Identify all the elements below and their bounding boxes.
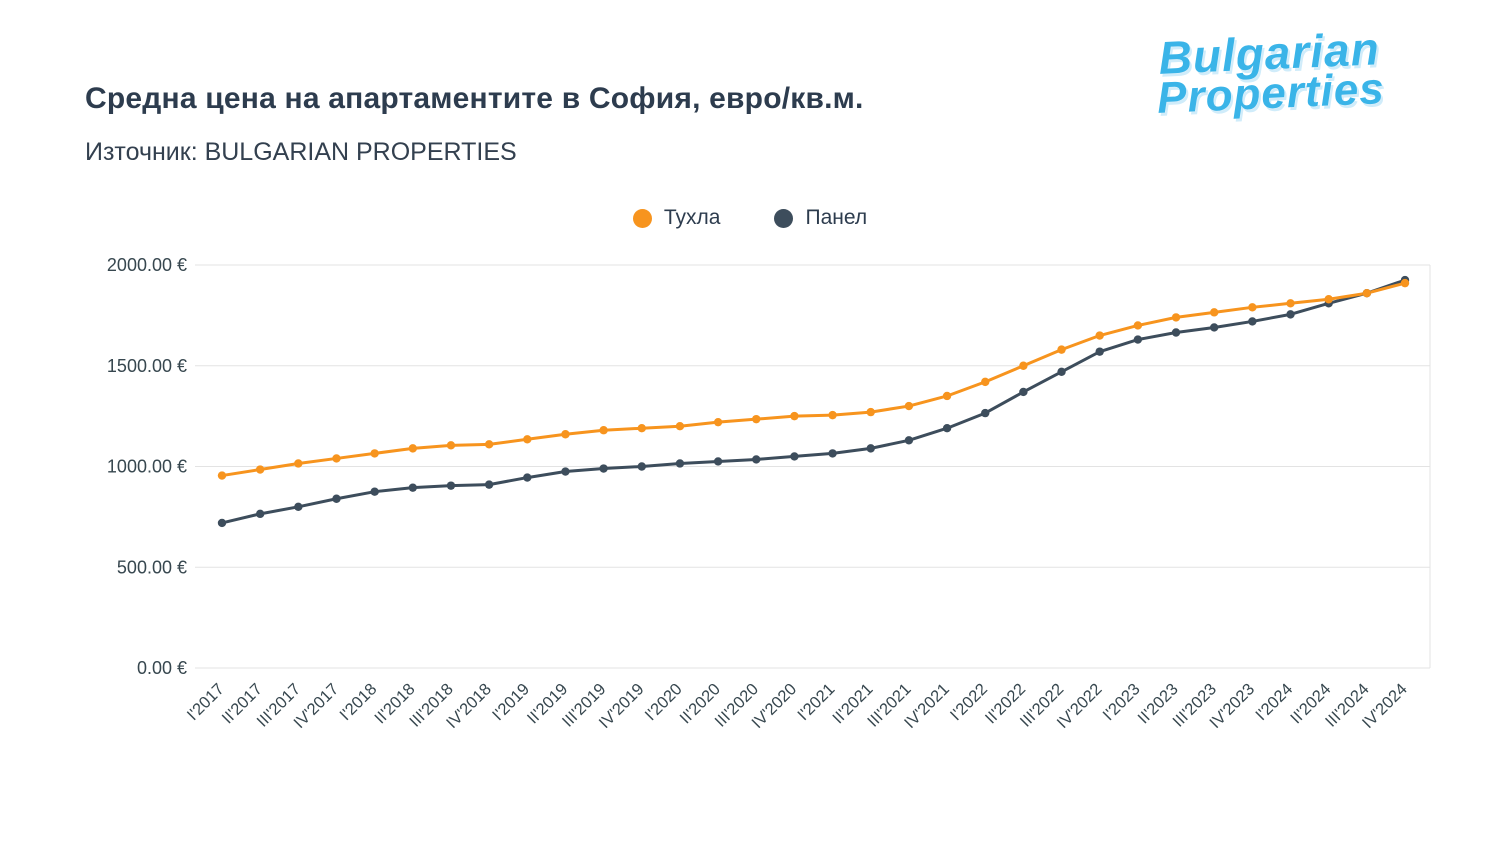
tuhla-data-point[interactable] bbox=[1019, 361, 1028, 370]
chart-legend: Тухла Панел bbox=[0, 206, 1500, 230]
tuhla-data-point[interactable] bbox=[1171, 313, 1181, 322]
panel-data-point[interactable] bbox=[255, 509, 265, 519]
tuhla-data-point[interactable] bbox=[752, 414, 761, 424]
panel-data-point[interactable] bbox=[1133, 335, 1143, 344]
panel-data-point[interactable] bbox=[561, 467, 570, 476]
panel-data-point[interactable] bbox=[904, 436, 914, 445]
tuhla-data-point[interactable] bbox=[484, 440, 494, 449]
panel-data-point[interactable] bbox=[446, 481, 456, 490]
panel-data-point[interactable] bbox=[370, 487, 379, 496]
tuhla-data-point[interactable] bbox=[713, 417, 723, 427]
panel-data-point[interactable] bbox=[523, 473, 532, 482]
tuhla-data-point[interactable] bbox=[1362, 289, 1372, 298]
panel-data-point[interactable] bbox=[752, 455, 761, 464]
panel-data-point[interactable] bbox=[1095, 347, 1104, 356]
panel-data-point[interactable] bbox=[866, 444, 875, 453]
tuhla-data-point[interactable] bbox=[217, 471, 227, 480]
tuhla-series-dot-icon bbox=[632, 208, 652, 228]
tuhla-data-point[interactable] bbox=[1400, 278, 1410, 288]
tuhla-data-point[interactable] bbox=[1133, 321, 1143, 330]
panel-data-point[interactable] bbox=[217, 518, 227, 528]
tuhla-data-point[interactable] bbox=[675, 422, 685, 431]
panel-data-point[interactable] bbox=[713, 457, 723, 466]
tuhla-data-point[interactable] bbox=[1095, 331, 1104, 340]
panel-data-point[interactable] bbox=[1209, 323, 1219, 332]
panel-data-point[interactable] bbox=[1019, 387, 1028, 397]
panel-data-point[interactable] bbox=[332, 494, 341, 503]
tuhla-data-point[interactable] bbox=[866, 407, 875, 417]
legend-label-panel: Панел bbox=[805, 206, 868, 229]
tuhla-data-point[interactable] bbox=[828, 410, 837, 420]
tuhla-data-point[interactable] bbox=[942, 391, 952, 401]
y-axis-tick-label: 0.00 € bbox=[137, 658, 187, 678]
legend-item-tuhla[interactable]: Тухла bbox=[632, 206, 721, 230]
tuhla-data-point[interactable] bbox=[1248, 303, 1257, 312]
panel-data-point[interactable] bbox=[675, 459, 685, 468]
tuhla-data-point[interactable] bbox=[332, 454, 341, 463]
chart-title: Средна цена на апартаментите в София, ев… bbox=[85, 82, 864, 115]
tuhla-data-point[interactable] bbox=[790, 411, 799, 421]
panel-series-line bbox=[220, 278, 1407, 525]
tuhla-data-point[interactable] bbox=[637, 424, 646, 433]
panel-data-point[interactable] bbox=[1248, 317, 1257, 326]
tuhla-data-point[interactable] bbox=[1286, 299, 1295, 308]
tuhla-data-point[interactable] bbox=[1324, 295, 1333, 304]
tuhla-data-point[interactable] bbox=[981, 377, 990, 387]
tuhla-series-line bbox=[220, 281, 1407, 478]
tuhla-data-point[interactable] bbox=[294, 459, 303, 468]
chart-source-subtitle: Източник: BULGARIAN PROPERTIES bbox=[85, 138, 517, 166]
tuhla-data-point[interactable] bbox=[904, 401, 914, 411]
tuhla-data-point[interactable] bbox=[523, 435, 532, 444]
y-axis-tick-label: 1000.00 € bbox=[107, 457, 187, 477]
panel-data-point[interactable] bbox=[484, 480, 494, 489]
tuhla-data-point[interactable] bbox=[255, 465, 265, 474]
panel-data-point[interactable] bbox=[294, 502, 303, 511]
panel-data-point[interactable] bbox=[1057, 367, 1066, 376]
tuhla-data-point[interactable] bbox=[408, 444, 418, 453]
panel-data-point[interactable] bbox=[981, 408, 990, 418]
legend-item-panel[interactable]: Панел bbox=[774, 206, 867, 230]
panel-data-point[interactable] bbox=[828, 449, 837, 458]
tuhla-data-point[interactable] bbox=[446, 441, 456, 450]
legend-label-tuhla: Тухла bbox=[663, 206, 721, 229]
panel-series-dot-icon bbox=[774, 208, 794, 228]
tuhla-data-point[interactable] bbox=[1057, 345, 1066, 354]
panel-data-point[interactable] bbox=[1286, 310, 1295, 319]
panel-data-point[interactable] bbox=[1171, 328, 1181, 337]
y-axis-tick-label: 1500.00 € bbox=[107, 356, 187, 376]
panel-data-point[interactable] bbox=[599, 464, 608, 473]
tuhla-data-point[interactable] bbox=[1209, 308, 1219, 317]
tuhla-data-point[interactable] bbox=[370, 449, 379, 458]
y-axis-tick-label: 2000.00 € bbox=[107, 255, 187, 275]
tuhla-data-point[interactable] bbox=[561, 430, 570, 439]
panel-data-point[interactable] bbox=[790, 452, 799, 461]
y-axis-tick-label: 500.00 € bbox=[117, 557, 187, 577]
panel-data-point[interactable] bbox=[408, 483, 418, 492]
panel-data-point[interactable] bbox=[637, 462, 646, 471]
panel-data-point[interactable] bbox=[942, 424, 952, 433]
tuhla-data-point[interactable] bbox=[599, 426, 608, 435]
